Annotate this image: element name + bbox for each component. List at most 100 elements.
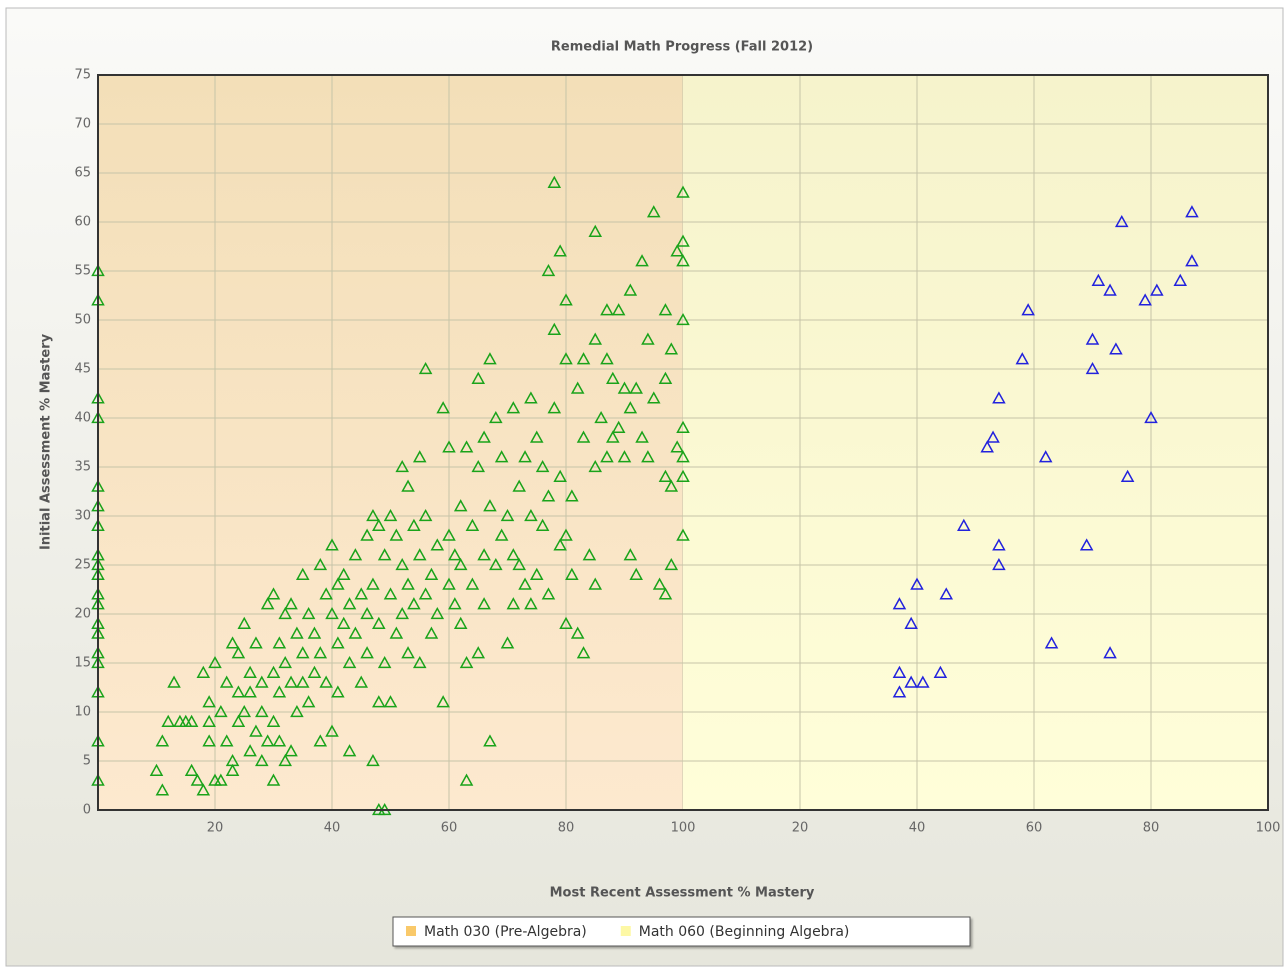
marker (184, 714, 199, 727)
marker (904, 616, 918, 629)
x-tick-label: 100 (1256, 821, 1281, 836)
marker (342, 655, 357, 669)
marker (231, 646, 246, 659)
marker (676, 234, 690, 247)
marker (1091, 273, 1106, 286)
marker (290, 626, 304, 639)
marker (494, 450, 509, 463)
marker (196, 665, 211, 678)
marker (249, 724, 263, 737)
marker (307, 665, 322, 678)
legend-swatch[interactable] (620, 926, 631, 936)
marker (576, 430, 591, 443)
marker (529, 430, 544, 443)
marker (319, 587, 333, 600)
marker (459, 440, 474, 453)
marker (448, 548, 462, 561)
y-tick-label: 35 (74, 460, 91, 475)
x-tick-label: 20 (207, 821, 224, 836)
marker (506, 401, 521, 414)
marker (260, 597, 275, 610)
marker (407, 518, 421, 531)
marker (559, 528, 573, 541)
marker (383, 587, 398, 600)
marker (336, 616, 351, 629)
marker (676, 450, 690, 463)
marker (1015, 352, 1030, 365)
marker (559, 616, 573, 629)
marker (225, 763, 240, 776)
marker (670, 440, 684, 453)
marker (617, 381, 632, 394)
marker (190, 773, 205, 786)
marker (331, 577, 345, 590)
marker (483, 352, 497, 365)
marker (541, 587, 556, 600)
marker (266, 773, 281, 786)
marker (219, 734, 234, 747)
marker (167, 675, 181, 688)
marker (278, 606, 292, 620)
marker (284, 675, 298, 688)
marker (471, 646, 486, 659)
marker (623, 548, 638, 561)
panel-background (683, 75, 1268, 810)
marker (360, 646, 374, 659)
marker (372, 616, 386, 629)
marker (565, 567, 579, 580)
marker (202, 734, 216, 747)
marker (676, 528, 690, 541)
y-tick-label: 60 (74, 215, 91, 230)
marker (588, 224, 603, 237)
marker (1038, 450, 1053, 463)
marker (588, 577, 603, 590)
marker (646, 205, 661, 218)
y-tick-label: 30 (74, 509, 91, 524)
y-tick-label: 70 (74, 117, 91, 132)
marker (459, 655, 474, 669)
marker (547, 175, 562, 188)
marker (395, 606, 409, 620)
marker (214, 704, 228, 718)
marker (243, 685, 257, 698)
marker (418, 587, 433, 600)
x-tick-label: 60 (1026, 821, 1043, 836)
marker (231, 685, 246, 698)
marker (477, 430, 491, 443)
marker (535, 518, 550, 531)
marker (652, 577, 667, 590)
marker (372, 695, 386, 708)
marker (278, 655, 292, 669)
marker (500, 508, 515, 522)
y-tick-label: 75 (74, 68, 91, 83)
marker (910, 577, 924, 590)
marker (664, 342, 679, 355)
x-axis-label: Most Recent Assessment % Mastery (550, 886, 815, 901)
marker (360, 606, 374, 620)
legend-label[interactable]: Math 030 (Pre-Algebra) (424, 924, 587, 940)
marker (436, 695, 450, 708)
marker (1144, 410, 1158, 424)
marker (389, 528, 404, 541)
marker (295, 646, 310, 659)
legend (392, 916, 971, 947)
marker (641, 450, 655, 463)
marker (243, 744, 257, 757)
marker (1114, 214, 1129, 228)
marker (600, 352, 614, 365)
marker (418, 361, 433, 375)
legend-swatch[interactable] (406, 926, 416, 936)
marker (892, 665, 907, 678)
marker (354, 587, 369, 600)
marker (372, 518, 386, 531)
marker (1103, 283, 1117, 296)
marker (430, 538, 445, 551)
marker (535, 459, 550, 473)
marker (442, 440, 456, 453)
marker (202, 714, 216, 727)
marker (266, 714, 281, 727)
legend-label[interactable]: Math 060 (Beginning Algebra) (639, 924, 850, 940)
marker (401, 577, 415, 590)
marker (354, 675, 369, 688)
marker (208, 655, 222, 669)
